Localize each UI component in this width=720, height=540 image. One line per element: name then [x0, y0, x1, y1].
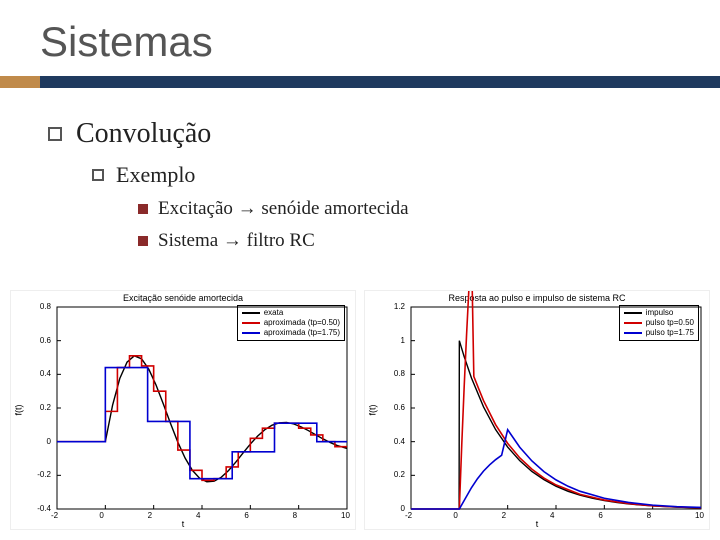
title-divider	[0, 76, 720, 88]
heading-1-text: Convolução	[76, 118, 211, 150]
heading-3b: Sistema → filtro RC	[138, 230, 720, 252]
bullet-open-square-icon	[92, 169, 104, 181]
bullet-square-icon	[48, 127, 62, 141]
chart-right: Resposta ao pulso e impulso de sistema R…	[364, 290, 710, 530]
heading-3a: Excitação → senóide amortecida	[138, 198, 720, 220]
chart-left: Excitação senóide amortecida f(t) t exat…	[10, 290, 356, 530]
bullet-filled-icon	[138, 236, 148, 246]
slide-title: Sistemas	[0, 0, 720, 76]
heading-2-text: Exemplo	[116, 162, 195, 188]
slide-body: Convolução Exemplo Excitação → senóide a…	[0, 88, 720, 252]
bullet-filled-icon	[138, 204, 148, 214]
heading-3b-text: Sistema → filtro RC	[158, 230, 315, 252]
heading-3a-text: Excitação → senóide amortecida	[158, 198, 409, 220]
heading-1: Convolução	[48, 118, 720, 150]
charts-row: Excitação senóide amortecida f(t) t exat…	[10, 290, 710, 530]
heading-2: Exemplo	[92, 162, 720, 188]
